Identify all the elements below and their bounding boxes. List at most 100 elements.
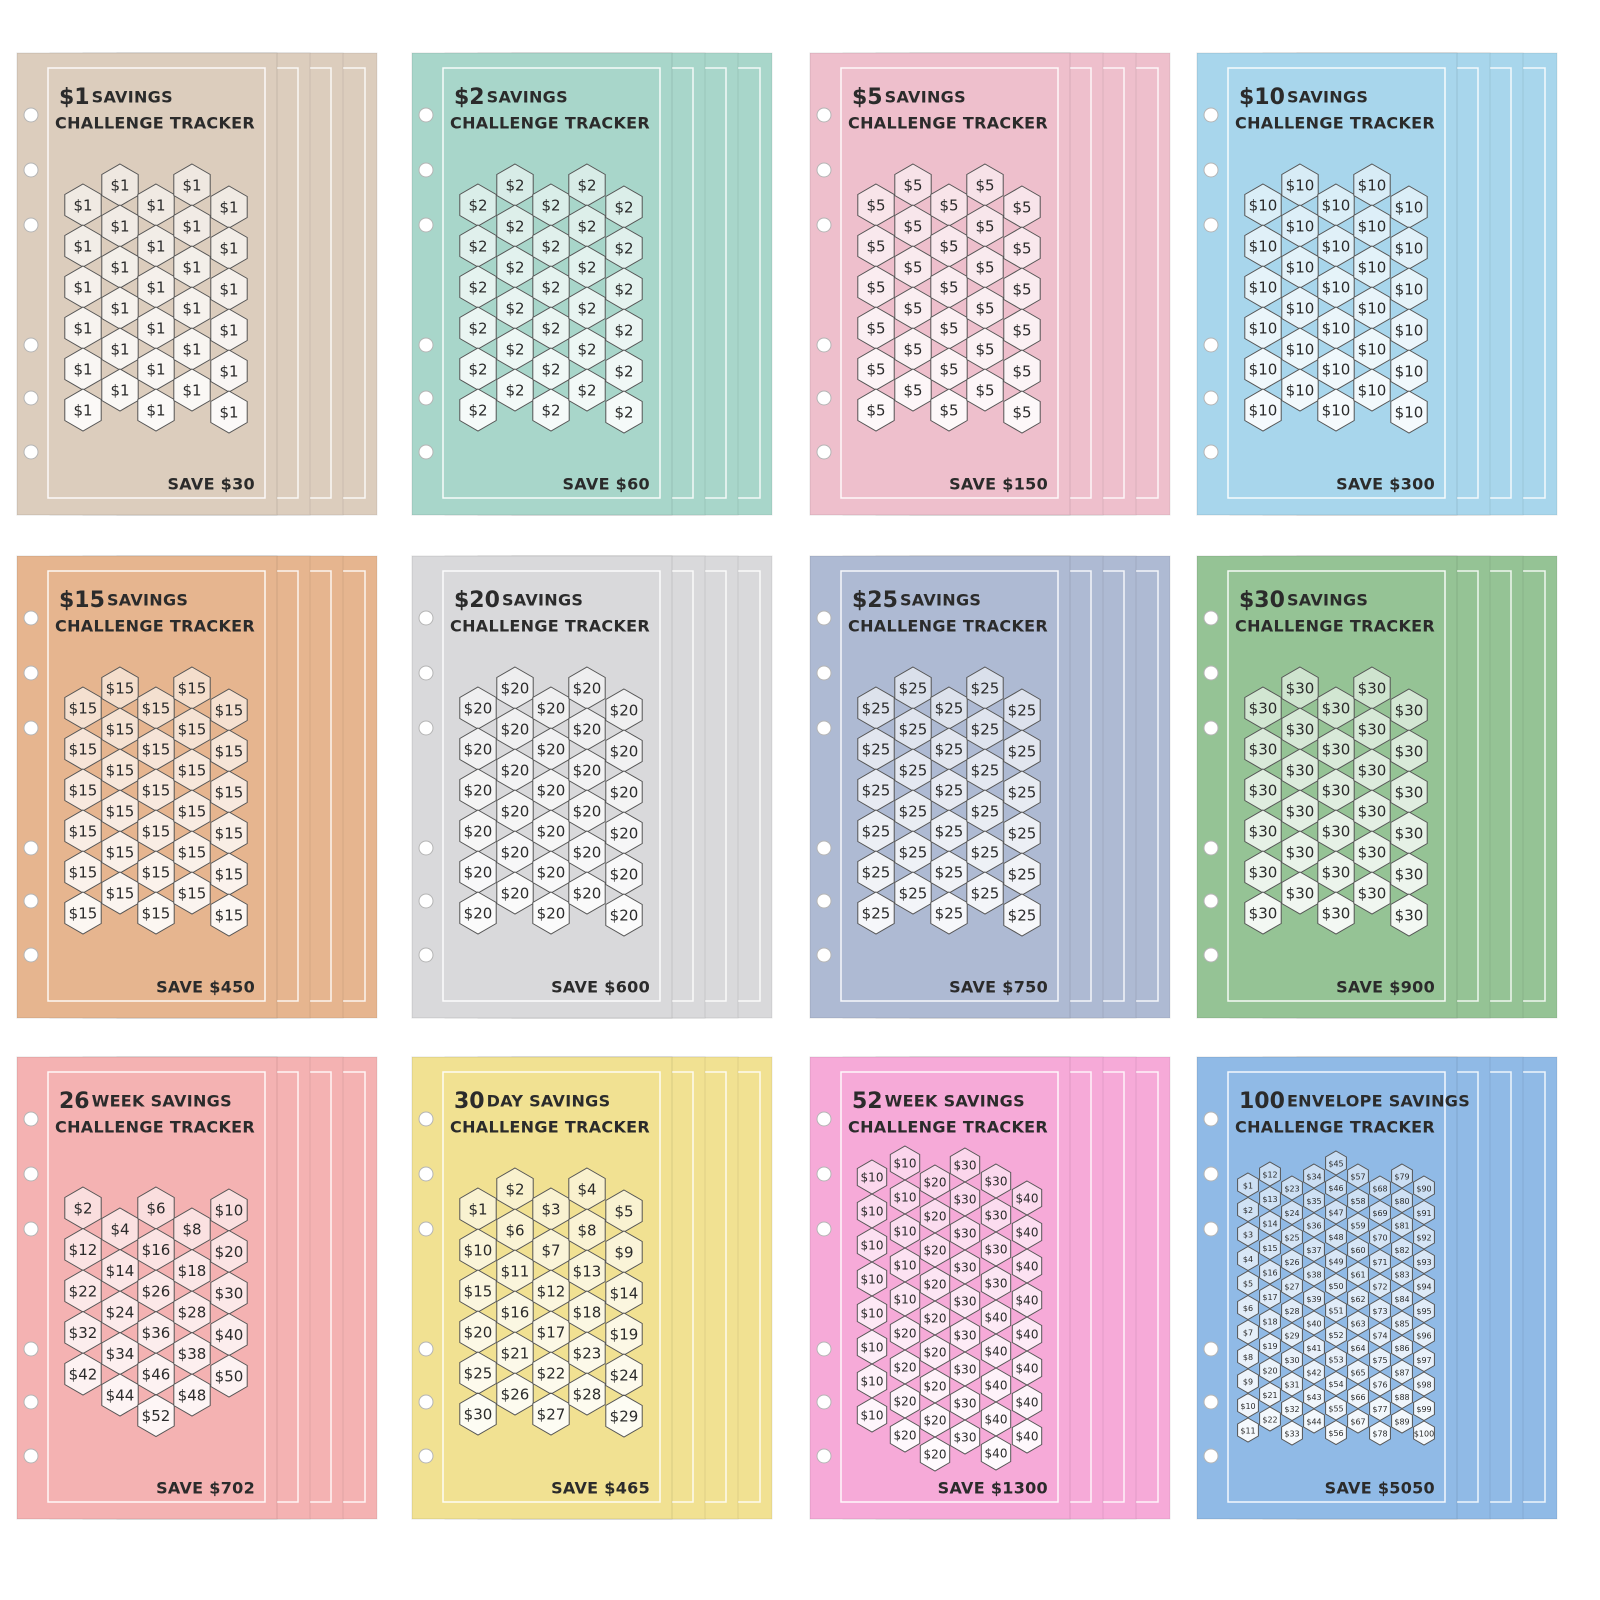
hex-cell [210,390,248,434]
hex-label: $12 [69,1241,98,1259]
hex-label: $5 [866,361,885,379]
hex-label: $34 [1306,1173,1321,1182]
hex-label: $25 [862,864,891,882]
front-sheet-border [1227,570,1446,1002]
hex-label: $30 [1395,784,1424,802]
hex-label: $12 [537,1283,566,1301]
hex-label: $44 [106,1387,135,1405]
hex-label: $5 [866,197,885,215]
hex-label: $59 [1350,1222,1365,1231]
hex-label: $25 [899,844,928,862]
hex-label: $82 [1394,1246,1409,1255]
binder-hole [23,390,39,406]
hex-label: $21 [1262,1391,1277,1400]
hex-label: $30 [1358,721,1387,739]
hex-label: $10 [1395,281,1424,299]
hex-label: $20 [573,885,602,903]
hex-label: $20 [610,702,639,720]
hex-label: $20 [573,803,602,821]
hex-label: $20 [501,680,530,698]
hex-label: $5 [866,402,885,420]
hex-label: $20 [610,784,639,802]
tracker-card: $1 SAVINGS CHALLENGE TRACKER $1 $1 $1 $1 $1 $1 $1… [16,52,378,516]
hex-label: $15 [106,803,135,821]
hex-label: $79 [1394,1173,1409,1182]
hex-label: $1 [219,404,238,422]
hex-label: $20 [501,844,530,862]
hex-label: $5 [903,259,922,277]
hex-label: $20 [501,721,530,739]
hex-label: $1 [146,402,165,420]
hex-label: $12 [1262,1171,1277,1180]
hex-label: $10 [1286,177,1315,195]
hex-label: $4 [110,1221,129,1239]
hex-label: $6 [146,1200,165,1218]
hex-cell [980,1435,1012,1471]
hex-label: $15 [464,1283,493,1301]
hex-label: $5 [975,300,994,318]
hex-cell [459,388,497,432]
hex-label: $30 [1358,680,1387,698]
hex-label: $25 [899,762,928,780]
title-rest: SAVINGS [487,88,568,107]
hex-label: $30 [1322,823,1351,841]
hex-label: $20 [464,905,493,923]
hex-label: $25 [1008,907,1037,925]
binder-hole [1203,107,1219,123]
hex-label: $40 [1016,1396,1039,1410]
binder-hole [418,390,434,406]
hex-label: $10 [861,1375,884,1389]
hex-cell [1347,1408,1369,1434]
hex-label: $26 [501,1386,530,1404]
hex-label: $94 [1416,1283,1431,1292]
hex-cell [857,891,895,935]
front-sheet-border [840,570,1059,1002]
hex-label: $30 [954,1261,977,1275]
hex-label: $18 [573,1304,602,1322]
binder-hole [1203,610,1219,626]
title-lead: $2 [454,85,485,110]
hex-label: $26 [142,1283,171,1301]
binder-hole [1203,665,1219,681]
title-line2: CHALLENGE TRACKER [450,114,650,133]
hex-label: $20 [573,721,602,739]
binder-hole [418,720,434,736]
hex-label: $2 [577,177,596,195]
hex-label: $15 [69,864,98,882]
hex-label: $88 [1394,1393,1409,1402]
hex-label: $15 [69,823,98,841]
hex-label: $20 [573,680,602,698]
hex-label: $2 [468,279,487,297]
hex-label: $61 [1350,1271,1365,1280]
title-lead: $25 [852,588,898,613]
hex-label: $20 [610,825,639,843]
binder-hole [1203,1111,1219,1127]
hex-label: $30 [985,1277,1008,1291]
hex-label: $25 [862,905,891,923]
binder-hole [23,217,39,233]
binder-hole [418,162,434,178]
hex-label: $30 [1358,762,1387,780]
hex-label: $10 [1395,404,1424,422]
hex-label: $10 [1322,197,1351,215]
hex-label: $15 [215,702,244,720]
hex-label: $40 [1306,1320,1321,1329]
hex-label: $30 [1395,866,1424,884]
hex-label: $10 [1395,199,1424,217]
hex-label: $25 [971,721,1000,739]
hex-label: $10 [1322,402,1351,420]
hex-label: $30 [1395,743,1424,761]
tracker-card: $20 SAVINGS CHALLENGE TRACKER $20 $20 $20 $20 $… [411,555,773,1019]
hex-label: $20 [464,864,493,882]
hex-label: $20 [894,1429,917,1443]
hex-label: $49 [1328,1258,1343,1267]
front-sheet-border [1227,1071,1446,1503]
hex-label: $78 [1372,1430,1387,1439]
hex-label: $25 [935,741,964,759]
hex-label: $20 [464,741,493,759]
hex-cell [1413,1420,1435,1446]
hex-label: $30 [954,1431,977,1445]
binder-hole [23,1394,39,1410]
